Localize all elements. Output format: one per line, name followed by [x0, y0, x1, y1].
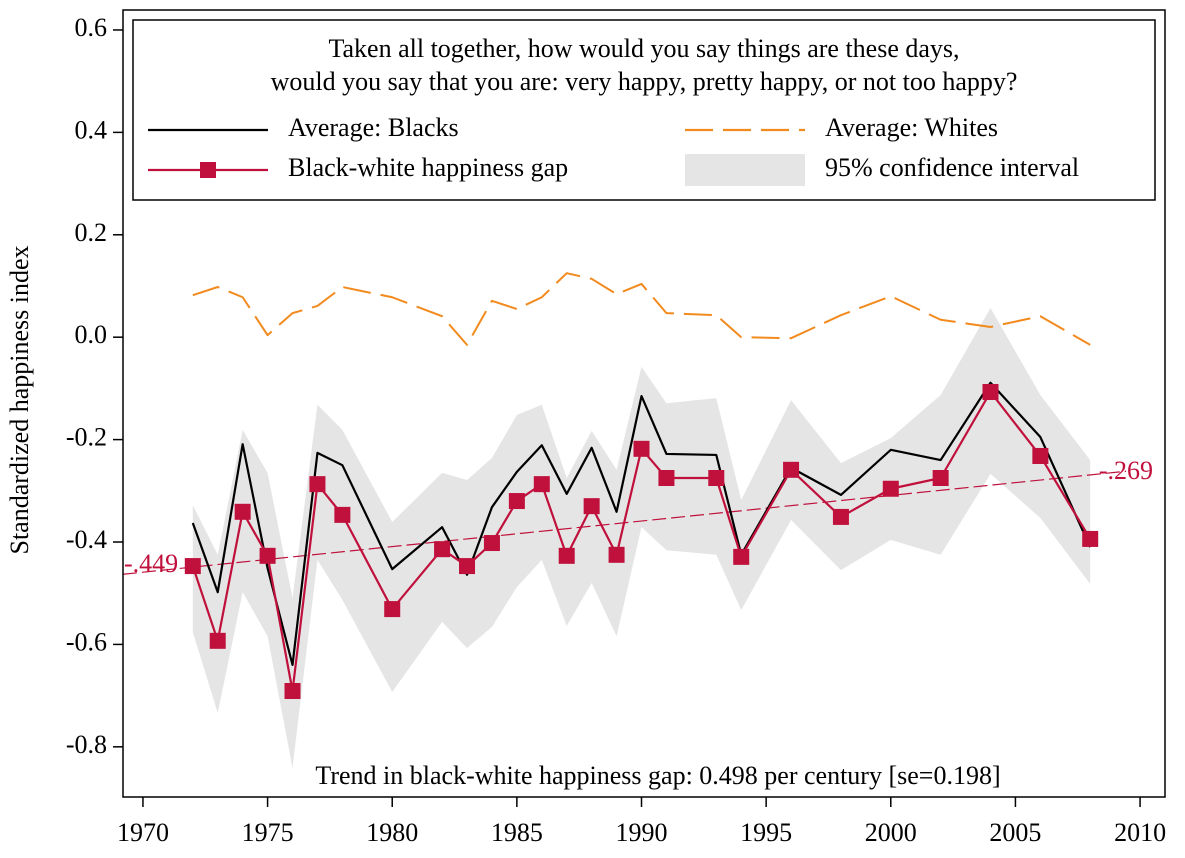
series-line	[192, 272, 1091, 346]
data-marker	[384, 601, 401, 618]
legend-label: Average: Blacks	[288, 113, 459, 142]
y-axis-label: Standardized happiness index	[5, 245, 34, 554]
data-marker	[234, 503, 251, 520]
y-tick-label: 0.4	[75, 115, 108, 144]
series-line	[191, 381, 1092, 666]
x-tick-label: 1990	[616, 818, 668, 847]
annotation: Trend in black-white happiness gap: 0.49…	[315, 761, 1000, 790]
trend-label: -.449	[124, 549, 178, 578]
y-tick-label: -0.8	[66, 730, 107, 759]
legend-label: Average: Whites	[825, 113, 998, 142]
legend-label: Black-white happiness gap	[288, 153, 568, 182]
legend-title: Taken all together, how would you say th…	[328, 34, 959, 63]
x-tick-label: 2005	[989, 818, 1041, 847]
y-tick-label: -0.6	[66, 627, 107, 656]
data-marker	[733, 548, 750, 565]
legend-marker	[200, 162, 216, 178]
data-marker	[932, 470, 949, 487]
confidence-band	[192, 308, 1091, 768]
data-marker	[658, 470, 675, 487]
data-marker	[982, 383, 999, 400]
legend-swatch	[685, 154, 805, 186]
data-marker	[508, 493, 525, 510]
x-tick-label: 1995	[740, 818, 792, 847]
x-tick-label: 1975	[242, 818, 294, 847]
data-marker	[583, 498, 600, 515]
x-tick-label: 2010	[1114, 818, 1166, 847]
data-marker	[533, 476, 550, 493]
data-marker	[708, 470, 725, 487]
y-tick-label: 0.2	[75, 218, 108, 247]
data-marker	[434, 541, 451, 558]
y-tick-label: 0.0	[75, 320, 108, 349]
y-tick-label: -0.2	[66, 423, 107, 452]
x-tick-label: 1970	[117, 818, 169, 847]
data-marker	[633, 440, 650, 457]
data-marker	[284, 683, 301, 700]
data-marker	[459, 558, 476, 575]
y-tick-label: -0.4	[66, 525, 107, 554]
data-marker	[334, 506, 351, 523]
data-marker	[259, 547, 276, 564]
data-marker	[558, 547, 575, 564]
data-marker	[1032, 447, 1049, 464]
data-marker	[1082, 530, 1099, 547]
data-marker	[882, 480, 899, 497]
legend-box	[132, 19, 1156, 201]
data-marker	[483, 535, 500, 552]
legend: Taken all together, how would you say th…	[132, 19, 1156, 201]
x-tick-label: 2000	[865, 818, 917, 847]
data-marker	[209, 632, 226, 649]
data-marker	[832, 508, 849, 525]
data-marker	[608, 546, 625, 563]
legend-label: 95% confidence interval	[825, 153, 1079, 182]
data-marker	[783, 461, 800, 478]
x-tick-label: 1985	[491, 818, 543, 847]
data-marker	[309, 476, 326, 493]
trend-label: -.269	[1099, 456, 1153, 485]
x-tick-label: 1980	[366, 818, 418, 847]
plot-frame	[122, 9, 1166, 798]
y-tick-label: 0.6	[75, 13, 108, 42]
data-marker	[184, 558, 201, 575]
legend-title: would you say that you are: very happy, …	[271, 67, 1018, 96]
